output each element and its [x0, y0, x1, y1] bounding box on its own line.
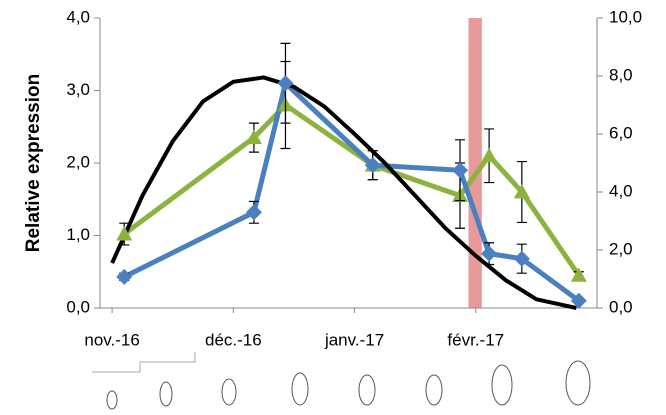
- highlight-band: [469, 18, 482, 308]
- marker: [116, 269, 132, 285]
- y2-tick-label: 0,0: [609, 297, 633, 316]
- x-tick-label: déc.-16: [205, 330, 262, 349]
- x-tick-label: févr.-17: [447, 330, 504, 349]
- y2-tick-label: 8,0: [609, 65, 633, 84]
- x-tick-label: janv.-17: [324, 330, 384, 349]
- y-axis-label: Relative expression: [23, 74, 44, 252]
- y-tick-label: 3,0: [66, 80, 90, 99]
- marker: [246, 204, 262, 220]
- y2-tick-label: 2,0: [609, 239, 633, 258]
- y-tick-label: 1,0: [66, 225, 90, 244]
- y2-tick-label: 10,0: [609, 7, 642, 26]
- y-tick-label: 0,0: [66, 297, 90, 316]
- y2-tick-label: 4,0: [609, 181, 633, 200]
- y-tick-label: 4,0: [66, 7, 90, 26]
- y2-tick-label: 6,0: [609, 123, 633, 142]
- bud-drawings: [92, 352, 590, 409]
- chart: Relative expression 0,0 1,0 2,0 3,0 4,0 0,0 2,…: [0, 0, 666, 415]
- marker: [481, 246, 497, 262]
- y-tick-label: 2,0: [66, 152, 90, 171]
- x-tick-label: nov.-16: [84, 330, 139, 349]
- marker: [481, 148, 497, 162]
- marker: [452, 162, 468, 178]
